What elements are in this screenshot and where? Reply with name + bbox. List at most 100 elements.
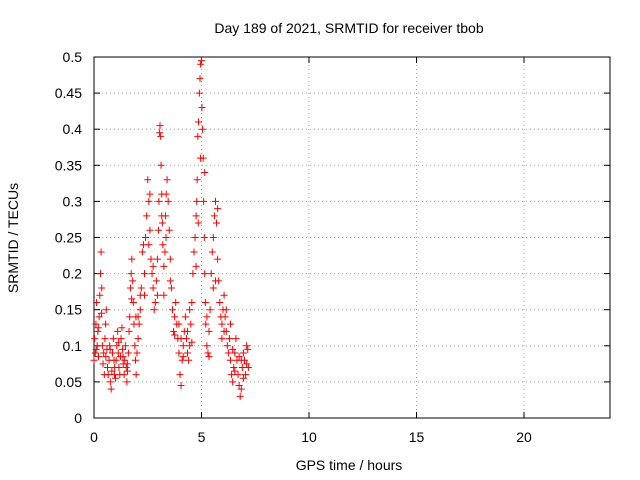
data-point [203, 342, 211, 350]
data-point [207, 270, 215, 278]
data-point [141, 270, 149, 278]
data-point [104, 363, 112, 371]
data-point [92, 345, 100, 353]
data-point [134, 313, 142, 321]
data-point [179, 342, 187, 350]
data-point [156, 129, 164, 137]
data-point [214, 205, 222, 213]
data-point [121, 356, 129, 364]
data-point [98, 309, 106, 317]
data-point [225, 335, 233, 343]
data-point [224, 349, 232, 357]
data-point [194, 132, 202, 140]
data-point [204, 349, 212, 357]
data-point [145, 197, 153, 205]
grid-lines [94, 57, 610, 418]
data-point [119, 353, 127, 361]
data-point [91, 335, 99, 343]
data-point [107, 385, 115, 393]
data-point [162, 234, 170, 241]
data-point [123, 360, 131, 368]
x-tick-label: 15 [409, 429, 425, 445]
data-point [146, 190, 154, 198]
data-point [152, 277, 160, 285]
y-tick-label: 0.3 [63, 193, 83, 209]
data-point [235, 382, 243, 390]
data-point [151, 298, 159, 306]
data-point [211, 277, 219, 285]
data-point [95, 353, 103, 361]
data-point [238, 363, 246, 371]
y-tick-label: 0.45 [55, 85, 82, 101]
data-point [96, 270, 104, 278]
data-point [98, 342, 106, 350]
data-point [200, 197, 208, 205]
data-point [177, 382, 185, 390]
data-point [92, 320, 100, 328]
data-point [243, 360, 251, 368]
data-point [184, 349, 192, 357]
data-point [120, 371, 128, 379]
data-point [90, 356, 98, 364]
data-point [124, 367, 132, 375]
data-point [165, 226, 173, 234]
data-point [124, 349, 132, 357]
data-point [91, 349, 99, 357]
chart-title: Day 189 of 2021, SRMTID for receiver tbo… [214, 20, 483, 36]
data-point [193, 176, 201, 184]
x-tick-label: 0 [90, 429, 98, 445]
data-point [209, 234, 217, 241]
data-point [100, 349, 108, 357]
data-point [208, 248, 216, 256]
data-point [220, 327, 228, 335]
data-point [231, 349, 239, 357]
data-point [214, 255, 222, 263]
data-point [177, 335, 185, 343]
data-point [237, 356, 245, 364]
data-point [102, 320, 110, 328]
y-tick-label: 0.25 [55, 230, 82, 246]
data-point [93, 298, 101, 306]
data-point [162, 190, 170, 198]
data-point [109, 335, 117, 343]
y-tick-label: 0.2 [63, 266, 83, 282]
data-point [143, 212, 151, 220]
data-point [97, 248, 105, 256]
data-point [113, 342, 121, 350]
data-point [134, 335, 142, 343]
data-point [136, 306, 144, 314]
data-point [239, 349, 247, 357]
data-point [201, 169, 209, 177]
data-point [229, 378, 237, 386]
data-point [147, 255, 155, 263]
data-point [145, 241, 153, 249]
data-point [114, 327, 122, 335]
data-point [166, 255, 174, 263]
data-point [193, 197, 201, 205]
y-tick-label: 0.35 [55, 157, 82, 173]
data-point [149, 284, 157, 292]
x-tick-label: 5 [198, 429, 206, 445]
x-tick-label: 20 [516, 429, 532, 445]
data-point [218, 335, 226, 343]
y-axis-label: SRMTID / TECUs [5, 183, 21, 293]
data-point [155, 197, 163, 205]
data-point [129, 277, 137, 285]
data-point [166, 277, 174, 285]
data-point [239, 374, 247, 382]
data-point [157, 161, 165, 169]
data-point [153, 291, 161, 299]
data-point [205, 327, 213, 335]
data-point [133, 349, 141, 357]
data-point [244, 345, 252, 353]
data-point [176, 371, 184, 379]
data-point [198, 104, 206, 112]
data-point [106, 378, 114, 386]
data-point [218, 320, 226, 328]
data-point [153, 255, 161, 263]
data-point [179, 353, 187, 361]
data-point [197, 60, 205, 68]
data-point [163, 176, 171, 184]
data-point [131, 356, 139, 364]
